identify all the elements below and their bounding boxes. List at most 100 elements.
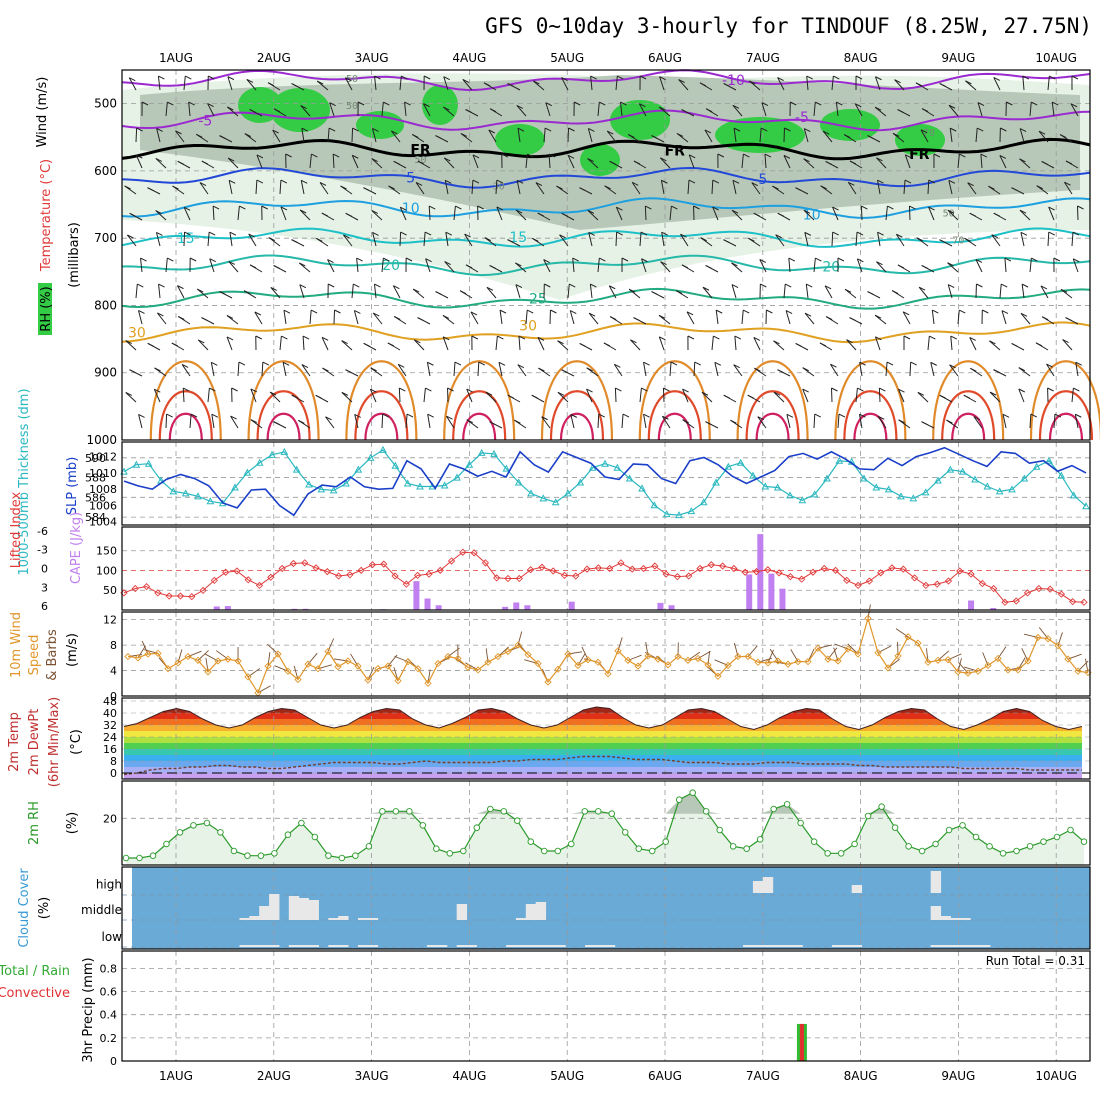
- wind-barb: [1048, 206, 1055, 221]
- wind-barb: [343, 234, 353, 247]
- wind-barb: [557, 340, 569, 351]
- wind-barb-flag: [311, 153, 318, 158]
- wind-barb: [246, 79, 257, 91]
- wind-barb-flag: [1040, 285, 1048, 290]
- wind-barb-flag: [1019, 209, 1027, 214]
- wind-barb-flag: [876, 157, 883, 162]
- wind-barb-flag: [825, 316, 833, 321]
- wind-barb: [731, 284, 737, 299]
- wind-barb-flag: [489, 108, 497, 113]
- thickness-marker: [736, 458, 745, 466]
- lifted-index-marker: [380, 560, 388, 568]
- lifted-index-marker: [1046, 585, 1054, 593]
- wind-barb-flag: [486, 286, 494, 291]
- wind-barb-flag: [544, 283, 551, 288]
- wind-barb: [486, 287, 497, 299]
- thickness-marker: [699, 498, 708, 506]
- wind-barb-flag: [856, 231, 864, 236]
- wind-barb-flag: [723, 394, 730, 399]
- wind-barb-flag: [340, 185, 347, 190]
- cloud-bar-high: [930, 871, 942, 893]
- wind-barb-flag: [773, 391, 781, 396]
- wind-barb: [183, 207, 191, 221]
- wind-barb: [731, 262, 743, 273]
- wind-barb-flag: [897, 264, 905, 269]
- rh-marker: [783, 801, 791, 808]
- wind-barb-flag: [155, 210, 162, 215]
- wind-tick-label: 4: [110, 665, 117, 678]
- wind-barb-flag: [701, 391, 709, 396]
- wind-barb-flag: [219, 291, 226, 295]
- wind-barb-flag: [443, 76, 450, 81]
- wind-barb: [920, 129, 929, 143]
- lifted-index-marker: [425, 570, 433, 578]
- wind-barb: [392, 285, 401, 299]
- wind-barb-flag: [639, 75, 647, 80]
- thickness-marker: [909, 494, 918, 502]
- wind-barb-flag: [155, 157, 163, 162]
- wind-barb: [227, 76, 233, 91]
- wind-barb: [1029, 413, 1032, 429]
- rh-marker: [568, 840, 575, 848]
- cloud-bar-low: [545, 945, 556, 947]
- wind-barb-flag: [219, 135, 226, 140]
- wind-barb: [909, 361, 912, 377]
- wind-barb: [165, 413, 168, 429]
- wind-speed-marker: [1044, 635, 1052, 643]
- rh-marker: [163, 840, 170, 848]
- wind-barb: [372, 128, 377, 143]
- temp-tick-label: 0: [110, 767, 117, 780]
- rh-marker: [527, 838, 535, 845]
- wind-barb: [351, 127, 354, 143]
- panel-frame: [121, 950, 1091, 1062]
- wind-barb: [269, 391, 281, 403]
- wind-speed-marker: [854, 650, 862, 658]
- wind-barb-flag: [733, 364, 740, 369]
- cape-bar: [424, 598, 431, 610]
- lifted-index-marker: [301, 559, 309, 567]
- wind-barb: [351, 155, 359, 169]
- temp-tick-label: 8: [110, 755, 117, 768]
- rh-marker: [244, 852, 251, 859]
- wind-barb-flag: [183, 206, 191, 211]
- wind-barb-flag: [599, 101, 606, 106]
- wind-barb-flag: [182, 387, 190, 392]
- wind-barb-flag: [802, 388, 809, 393]
- wind-tick-label: 0: [110, 690, 117, 703]
- rh-marker: [203, 819, 211, 827]
- wind-barb: [928, 206, 935, 221]
- wind-barb-flag: [181, 363, 189, 368]
- cloud-bar-low: [456, 945, 468, 947]
- wind-barb-flag: [633, 160, 641, 165]
- wind-barb-flag: [1077, 205, 1084, 210]
- wind-speed-line: [127, 616, 1089, 695]
- cloud-bar-low: [466, 945, 477, 947]
- rh-marker: [1026, 843, 1034, 850]
- slp-tick-label: 1004: [89, 516, 117, 529]
- wind-barb: [1074, 414, 1079, 429]
- wind-barb-flag: [616, 231, 623, 236]
- wind-barb-flag: [760, 283, 767, 288]
- cloud-bar-low: [506, 945, 517, 947]
- wind-barb: [783, 155, 791, 169]
- ylabel-precip: 3hr Precip (mm): [81, 957, 96, 1062]
- wind-barb-flag: [167, 101, 174, 106]
- wind-barb-flag: [406, 413, 414, 418]
- wind-barb: [788, 258, 791, 273]
- wind-barb-flag: [754, 367, 761, 372]
- wind-barb: [715, 310, 719, 325]
- wind-speed-marker: [354, 662, 362, 670]
- wind-speed-marker: [414, 664, 422, 673]
- wind-speed-marker: [964, 669, 972, 677]
- cloud-bar-low: [535, 945, 547, 947]
- wind-barb: [426, 362, 431, 377]
- wind-barb: [300, 105, 311, 117]
- wind-barb: [309, 310, 312, 325]
- wind-barb: [630, 339, 641, 351]
- wind-barb-flag: [201, 317, 208, 322]
- wind-barb-flag: [730, 419, 737, 424]
- wind-barb-flag: [507, 239, 514, 244]
- wind-barb: [199, 182, 209, 195]
- contour-label: 5: [758, 172, 767, 188]
